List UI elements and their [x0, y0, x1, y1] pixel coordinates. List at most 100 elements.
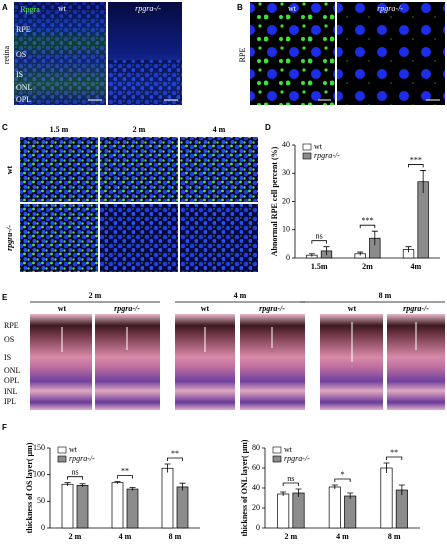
panel-e-images	[30, 301, 445, 410]
error-bar	[179, 482, 186, 491]
group-label: wt	[201, 304, 210, 313]
bar	[344, 495, 357, 529]
significance: **	[390, 448, 398, 457]
significance: *	[341, 470, 345, 479]
panel-letter: D	[265, 123, 271, 132]
y-axis-label: Abnormal RPE cell percent (%)	[270, 146, 279, 256]
time-label: 4 m	[213, 125, 226, 134]
error-bar	[308, 253, 315, 257]
x-tick-label: 4 m	[119, 532, 132, 541]
y-tick-label: 0	[256, 523, 260, 532]
error-bar	[383, 462, 390, 473]
group-label: rpgra-/-	[259, 304, 285, 313]
sig-bracket	[117, 475, 133, 479]
x-tick-label: 2 m	[69, 532, 82, 541]
y-tick-label: 80	[252, 443, 260, 452]
side-label: retina	[2, 45, 11, 64]
marker-label: Rpgra	[20, 5, 40, 14]
significance: ns	[71, 467, 78, 476]
x-tick-label: 8 m	[388, 532, 401, 541]
significance: ns	[287, 474, 294, 483]
y-tick-label: 20	[282, 196, 290, 205]
y-tick-label: 30	[282, 168, 290, 177]
x-tick-label: 2m	[362, 262, 373, 271]
layer-label: OS	[4, 335, 14, 344]
error-bar	[79, 483, 86, 487]
layer-label: RPE	[4, 321, 19, 330]
legend-swatch	[302, 143, 312, 151]
group-label: rpgra-/-	[114, 304, 140, 313]
legend-label: rpgra-/-	[69, 454, 95, 463]
legend-label: wt	[69, 445, 78, 454]
time-label: 2 m	[89, 291, 102, 300]
layer-label: ONL	[16, 83, 33, 92]
time-label: 2 m	[133, 125, 146, 134]
time-label: 4 m	[234, 291, 247, 300]
panel-a-images	[14, 2, 182, 105]
legend-swatch	[272, 446, 282, 454]
panel-letter: C	[2, 123, 8, 132]
bar	[76, 484, 89, 529]
layer-label: IS	[16, 70, 23, 79]
y-tick-label: 40	[282, 140, 290, 149]
bar	[111, 482, 124, 529]
error-bar	[420, 170, 427, 194]
sig-bracket	[359, 224, 376, 229]
group-label: rpgra-/-	[377, 4, 403, 13]
layer-label: IS	[4, 353, 11, 362]
time-label: 8 m	[379, 291, 392, 300]
bar	[176, 486, 189, 529]
x-tick-label: 2 m	[284, 532, 297, 541]
error-bar	[398, 484, 405, 495]
significance: **	[171, 449, 179, 458]
legend-label: wt	[314, 142, 323, 151]
layer-label: IPL	[4, 397, 16, 406]
panel-letter: B	[237, 3, 243, 12]
bar	[277, 493, 290, 529]
group-label: wt	[348, 304, 357, 313]
error-bar	[129, 487, 136, 491]
y-tick-label: 100	[33, 469, 45, 478]
legend-swatch	[57, 446, 67, 454]
group-label: rpgra-/-	[135, 4, 161, 13]
error-bar	[347, 492, 354, 499]
sig-bracket	[311, 240, 327, 244]
group-label: rpgra-/-	[403, 304, 429, 313]
sig-bracket	[334, 478, 351, 482]
y-tick-label: 20	[252, 503, 260, 512]
x-tick-label: 4 m	[336, 532, 349, 541]
bar	[380, 467, 393, 529]
layer-label: OPL	[4, 376, 19, 385]
bar	[61, 483, 74, 529]
group-label: wt	[58, 4, 67, 13]
legend-swatch	[302, 152, 312, 160]
error-bar	[323, 246, 330, 256]
y-axis-label: thickness of ONL layer( μm)	[240, 439, 249, 536]
error-bar	[64, 482, 71, 486]
legend-swatch	[272, 455, 282, 463]
bar	[395, 489, 408, 529]
y-tick-label: 0	[41, 523, 45, 532]
bar	[328, 486, 341, 529]
panel-c-images	[20, 137, 258, 272]
significance: **	[121, 466, 129, 475]
sig-bracket	[386, 456, 403, 460]
bar	[417, 181, 429, 259]
group-label: wt	[288, 4, 297, 13]
sig-bracket	[408, 164, 424, 168]
bar	[292, 492, 305, 529]
error-bar	[280, 491, 287, 496]
significance: ***	[410, 155, 422, 164]
row-label: rpgra-/-	[5, 225, 14, 251]
error-bar	[295, 488, 302, 497]
x-tick-label: 1.5m	[311, 262, 328, 271]
sig-bracket	[167, 457, 183, 461]
legend-label: rpgra-/-	[284, 454, 310, 463]
y-tick-label: 10	[282, 225, 290, 234]
error-bar	[164, 463, 171, 473]
x-tick-label: 8 m	[169, 532, 182, 541]
layer-label: ONL	[4, 366, 21, 375]
legend-label: wt	[284, 445, 293, 454]
legend-swatch	[57, 455, 67, 463]
